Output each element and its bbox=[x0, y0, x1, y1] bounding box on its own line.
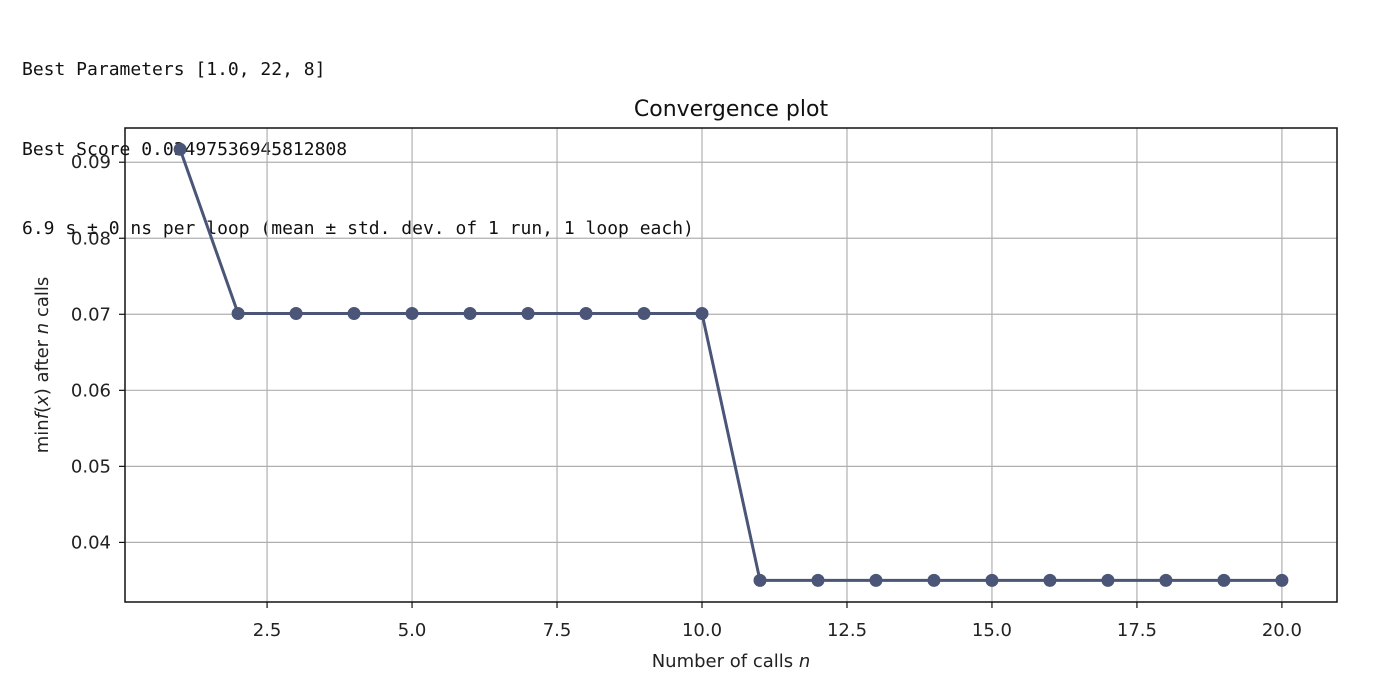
x-tick-label: 7.5 bbox=[543, 620, 572, 641]
y-tick-label: 0.07 bbox=[71, 304, 111, 325]
tick-layer: 2.5 5.0 7.5 10.0 12.5 15.0 17.5 20.0 0.04 0.05 0.0… bbox=[71, 152, 1302, 641]
x-tick-label: 12.5 bbox=[827, 620, 867, 641]
y-tick-label: 0.08 bbox=[71, 228, 111, 249]
x-axis-label: Number of calls n bbox=[652, 651, 811, 672]
data-point bbox=[1275, 573, 1289, 587]
data-point bbox=[811, 573, 825, 587]
y-tick-label: 0.05 bbox=[71, 456, 111, 477]
y-axis-label: minf(x) after n calls bbox=[32, 277, 53, 454]
best-score-line: Best Score 0.03497536945812808 bbox=[22, 138, 348, 160]
data-point bbox=[289, 307, 303, 321]
series-line bbox=[178, 148, 1282, 582]
data-point bbox=[695, 307, 709, 321]
data-point bbox=[869, 573, 883, 587]
data-point bbox=[521, 307, 535, 321]
grid-layer bbox=[125, 128, 1337, 602]
data-point bbox=[927, 573, 941, 587]
data-point bbox=[347, 307, 361, 321]
best-parameters-line: Best Parameters [1.0, 22, 8] bbox=[22, 59, 326, 80]
x-tick-label: 10.0 bbox=[682, 620, 722, 641]
x-tick-label: 17.5 bbox=[1117, 620, 1157, 641]
data-point bbox=[173, 142, 187, 156]
data-point bbox=[985, 573, 999, 587]
data-point bbox=[405, 307, 419, 321]
cell-output: Best Parameters [1.0, 22, 8] Best Score … bbox=[22, 4, 694, 269]
data-point bbox=[1159, 573, 1173, 587]
x-tick-label: 2.5 bbox=[253, 620, 282, 641]
y-tick-label: 0.04 bbox=[71, 532, 111, 553]
data-point bbox=[463, 307, 477, 321]
x-tick-label: 20.0 bbox=[1262, 620, 1302, 641]
plot-frame bbox=[124, 127, 1338, 603]
data-point bbox=[1043, 573, 1057, 587]
data-point bbox=[231, 307, 245, 321]
data-point bbox=[753, 573, 767, 587]
series-line-layer bbox=[178, 148, 1282, 582]
y-tick-label: 0.09 bbox=[71, 152, 111, 173]
data-point bbox=[579, 307, 593, 321]
data-point bbox=[637, 307, 651, 321]
chart-title: Convergence plot bbox=[634, 97, 829, 122]
x-tick-label: 15.0 bbox=[972, 620, 1012, 641]
data-point bbox=[1217, 573, 1231, 587]
y-tick-label: 0.06 bbox=[71, 380, 111, 401]
data-point bbox=[1101, 573, 1115, 587]
x-tick-label: 5.0 bbox=[398, 620, 427, 641]
timing-line: 6.9 s ± 0 ns per loop (mean ± std. dev. … bbox=[22, 218, 694, 239]
marker-layer bbox=[173, 142, 1289, 587]
